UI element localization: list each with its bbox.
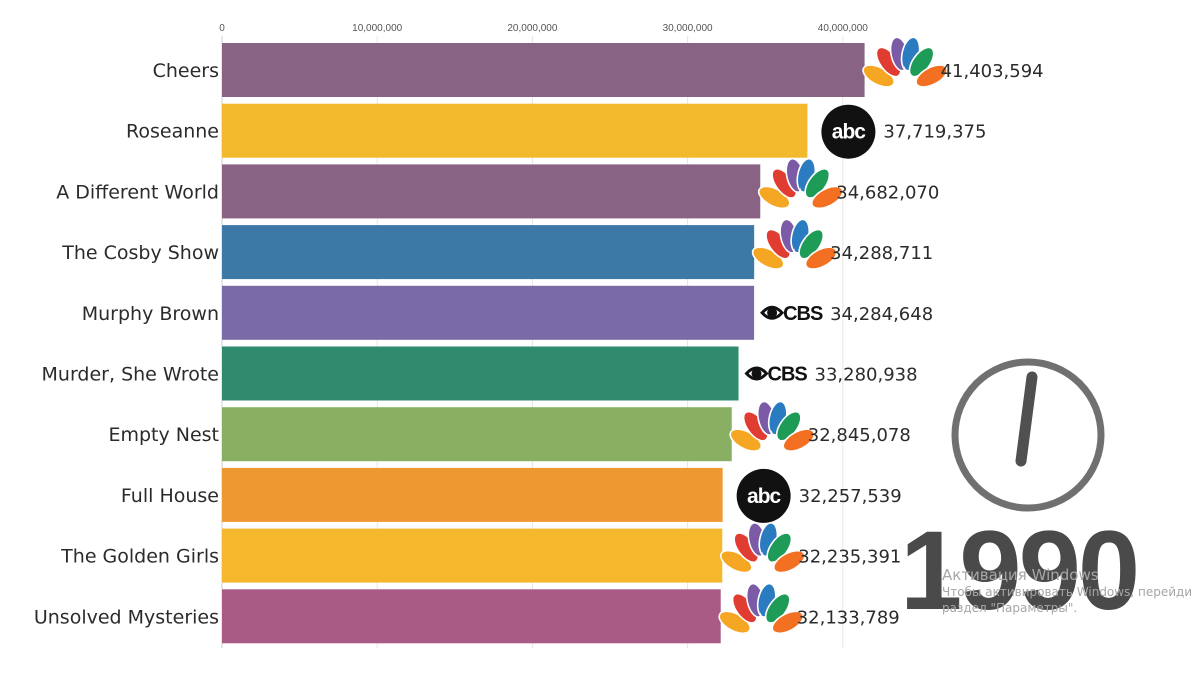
x-tick-label: 30,000,000 (663, 23, 713, 34)
bar-category-label: Unsolved Mysteries (34, 606, 219, 628)
nbc-peacock-icon (718, 582, 805, 637)
bar (222, 346, 739, 401)
bar-category-label: Roseanne (126, 121, 219, 143)
bars: Cheers 41,403,594 Roseanne abc 37,719,375 A D… (34, 36, 1044, 644)
bar-group: Roseanne abc 37,719,375 (126, 103, 986, 159)
bar-value-label: 34,682,070 (836, 182, 939, 203)
bar (222, 528, 723, 583)
bar-category-label: Full House (121, 485, 219, 507)
cbs-eye-logo-icon: CBS (760, 303, 824, 325)
windows-activation-watermark: Активация Windows Чтобы активировать Win… (942, 566, 1200, 616)
bar-category-label: Empty Nest (108, 424, 219, 446)
x-tick-label: 0 (219, 23, 225, 34)
nbc-peacock-icon (757, 157, 844, 212)
svg-text:abc: abc (832, 121, 867, 144)
cbs-eye-logo-icon: CBS (744, 364, 808, 386)
nbc-peacock-icon (729, 400, 816, 455)
abc-logo-icon: abc (736, 468, 791, 523)
bar-value-label: 32,845,078 (808, 425, 911, 446)
bar (222, 43, 865, 97)
watermark-line-2: раздел "Параметры". (942, 601, 1078, 615)
bar-group: Murphy Brown CBS 34,284,648 (82, 285, 933, 340)
nbc-peacock-icon (862, 36, 948, 90)
bar-value-label: 32,235,391 (798, 547, 901, 568)
x-tick-label: 20,000,000 (507, 23, 557, 34)
bar (222, 225, 755, 280)
bar-category-label: The Cosby Show (61, 242, 219, 264)
bar-value-label: 41,403,594 (941, 61, 1044, 82)
bar (222, 589, 721, 644)
bar-group: Unsolved Mysteries 32,133,789 (34, 582, 900, 644)
bar-value-label: 37,719,375 (883, 122, 986, 143)
bar (222, 467, 723, 522)
x-tick-label: 10,000,000 (352, 23, 402, 34)
bar-group: Full House abc 32,257,539 (121, 467, 902, 523)
svg-text:CBS: CBS (768, 364, 808, 386)
bar-category-label: Murphy Brown (82, 303, 219, 325)
bar-group: Murder, She Wrote CBS 33,280,938 (42, 346, 918, 401)
abc-logo-icon: abc (821, 104, 876, 159)
clock-icon (951, 358, 1105, 512)
bar (222, 285, 755, 340)
watermark-line-1: Чтобы активировать Windows, перейди (942, 585, 1193, 599)
bar-category-label: Murder, She Wrote (42, 364, 219, 386)
bar-value-label: 34,288,711 (830, 243, 933, 264)
bar-value-label: 33,280,938 (815, 365, 918, 386)
watermark-title: Активация Windows (942, 566, 1099, 584)
bar-value-label: 32,257,539 (799, 486, 902, 507)
year-label: 1990 (900, 508, 1140, 633)
bar-value-label: 32,133,789 (797, 607, 900, 628)
bar-group: A Different World 34,682,070 (56, 157, 939, 219)
bar-value-label: 34,284,648 (830, 304, 933, 325)
x-tick-label: 40,000,000 (818, 23, 868, 34)
nbc-peacock-icon (719, 522, 806, 576)
bar-category-label: A Different World (56, 181, 219, 203)
bar-group: Cheers 41,403,594 (153, 36, 1044, 97)
bar (222, 407, 732, 462)
bar (222, 164, 761, 219)
nbc-peacock-icon (751, 218, 838, 273)
bar-category-label: The Golden Girls (60, 546, 219, 568)
svg-text:CBS: CBS (783, 303, 823, 325)
bar (222, 103, 808, 158)
bar-category-label: Cheers (153, 60, 219, 82)
bar-group: The Cosby Show 34,288,711 (61, 218, 933, 280)
bar-group: The Golden Girls 32,235,391 (60, 522, 901, 583)
bar-group: Empty Nest 32,845,078 (108, 400, 911, 462)
svg-text:abc: abc (747, 485, 782, 508)
